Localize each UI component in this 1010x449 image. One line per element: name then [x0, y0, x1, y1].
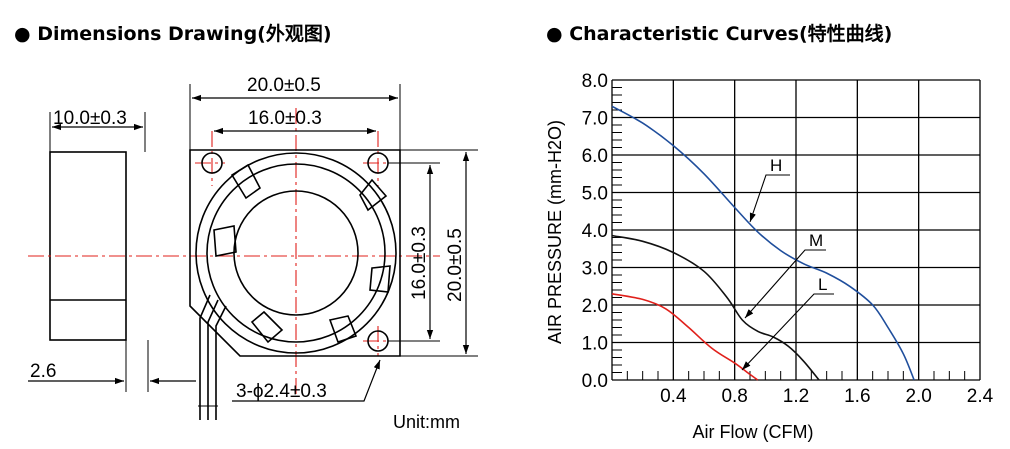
y-tick-label: 4.0	[582, 221, 608, 242]
dimensions-drawing: ● Dimensions Drawing(外观图) 10.0±0.3 2.6	[14, 22, 478, 432]
curve-label-H: H	[770, 156, 782, 175]
x-tick-label: 1.6	[844, 386, 870, 407]
series-line-M	[611, 234, 820, 381]
chart-title: ● Characteristic Curves(特性曲线)	[546, 22, 892, 45]
y-tick-label: 7.0	[582, 109, 608, 130]
height-total-dim-text: 20.0±0.5	[445, 228, 466, 302]
curve-leader-H	[749, 174, 790, 223]
y-tick-label: 1.0	[582, 334, 608, 355]
chart-plot: 0.0 1.0 2.0 3.0 4.0 5.0 6.0 7.0 8.0 0.4 0.8 1.2 1.6 2…	[545, 71, 994, 442]
y-tick-label: 3.0	[582, 259, 608, 280]
depth-dim-text: 10.0±0.3	[53, 108, 127, 129]
fan-front-view	[189, 149, 401, 420]
drawing-title: ● Dimensions Drawing(外观图)	[14, 22, 332, 45]
series-line-H	[611, 105, 915, 381]
x-axis-title: Air Flow (CFM)	[693, 422, 814, 442]
holes-leader-line	[232, 359, 381, 402]
width-total-dim-text: 20.0±0.5	[247, 75, 321, 96]
curve-leader-L	[741, 293, 834, 371]
series-line-L	[611, 293, 759, 381]
hole-spacing-v-dim-text: 16.0±0.3	[409, 226, 430, 300]
holes-dim-text: 3-ϕ2.4±0.3	[236, 381, 327, 402]
x-tick-label: 0.4	[660, 386, 687, 407]
x-tick-label: 2.0	[905, 386, 931, 407]
characteristic-curves: ● Characteristic Curves(特性曲线) 0.0 1.0 2.0 3…	[545, 22, 994, 442]
x-tick-label: 2.4	[967, 386, 994, 407]
curve-leader-M	[744, 249, 826, 319]
curve-label-L: L	[818, 275, 827, 294]
x-tick-label: 0.8	[721, 386, 747, 407]
x-tick-label: 1.2	[783, 386, 809, 407]
y-axis-title: AIR PRESSURE (mm-H2O)	[545, 120, 565, 344]
unit-label: Unit:mm	[393, 412, 460, 432]
y-tick-label: 0.0	[582, 371, 608, 392]
offset-dim-text: 2.6	[30, 361, 56, 382]
y-tick-label: 2.0	[582, 296, 608, 317]
y-tick-label: 5.0	[582, 184, 608, 205]
curve-label-M: M	[809, 231, 823, 250]
y-tick-label: 8.0	[582, 71, 608, 92]
hole-spacing-h-dim-text: 16.0±0.3	[248, 108, 322, 129]
side-view	[49, 112, 149, 392]
y-tick-label: 6.0	[582, 146, 608, 167]
